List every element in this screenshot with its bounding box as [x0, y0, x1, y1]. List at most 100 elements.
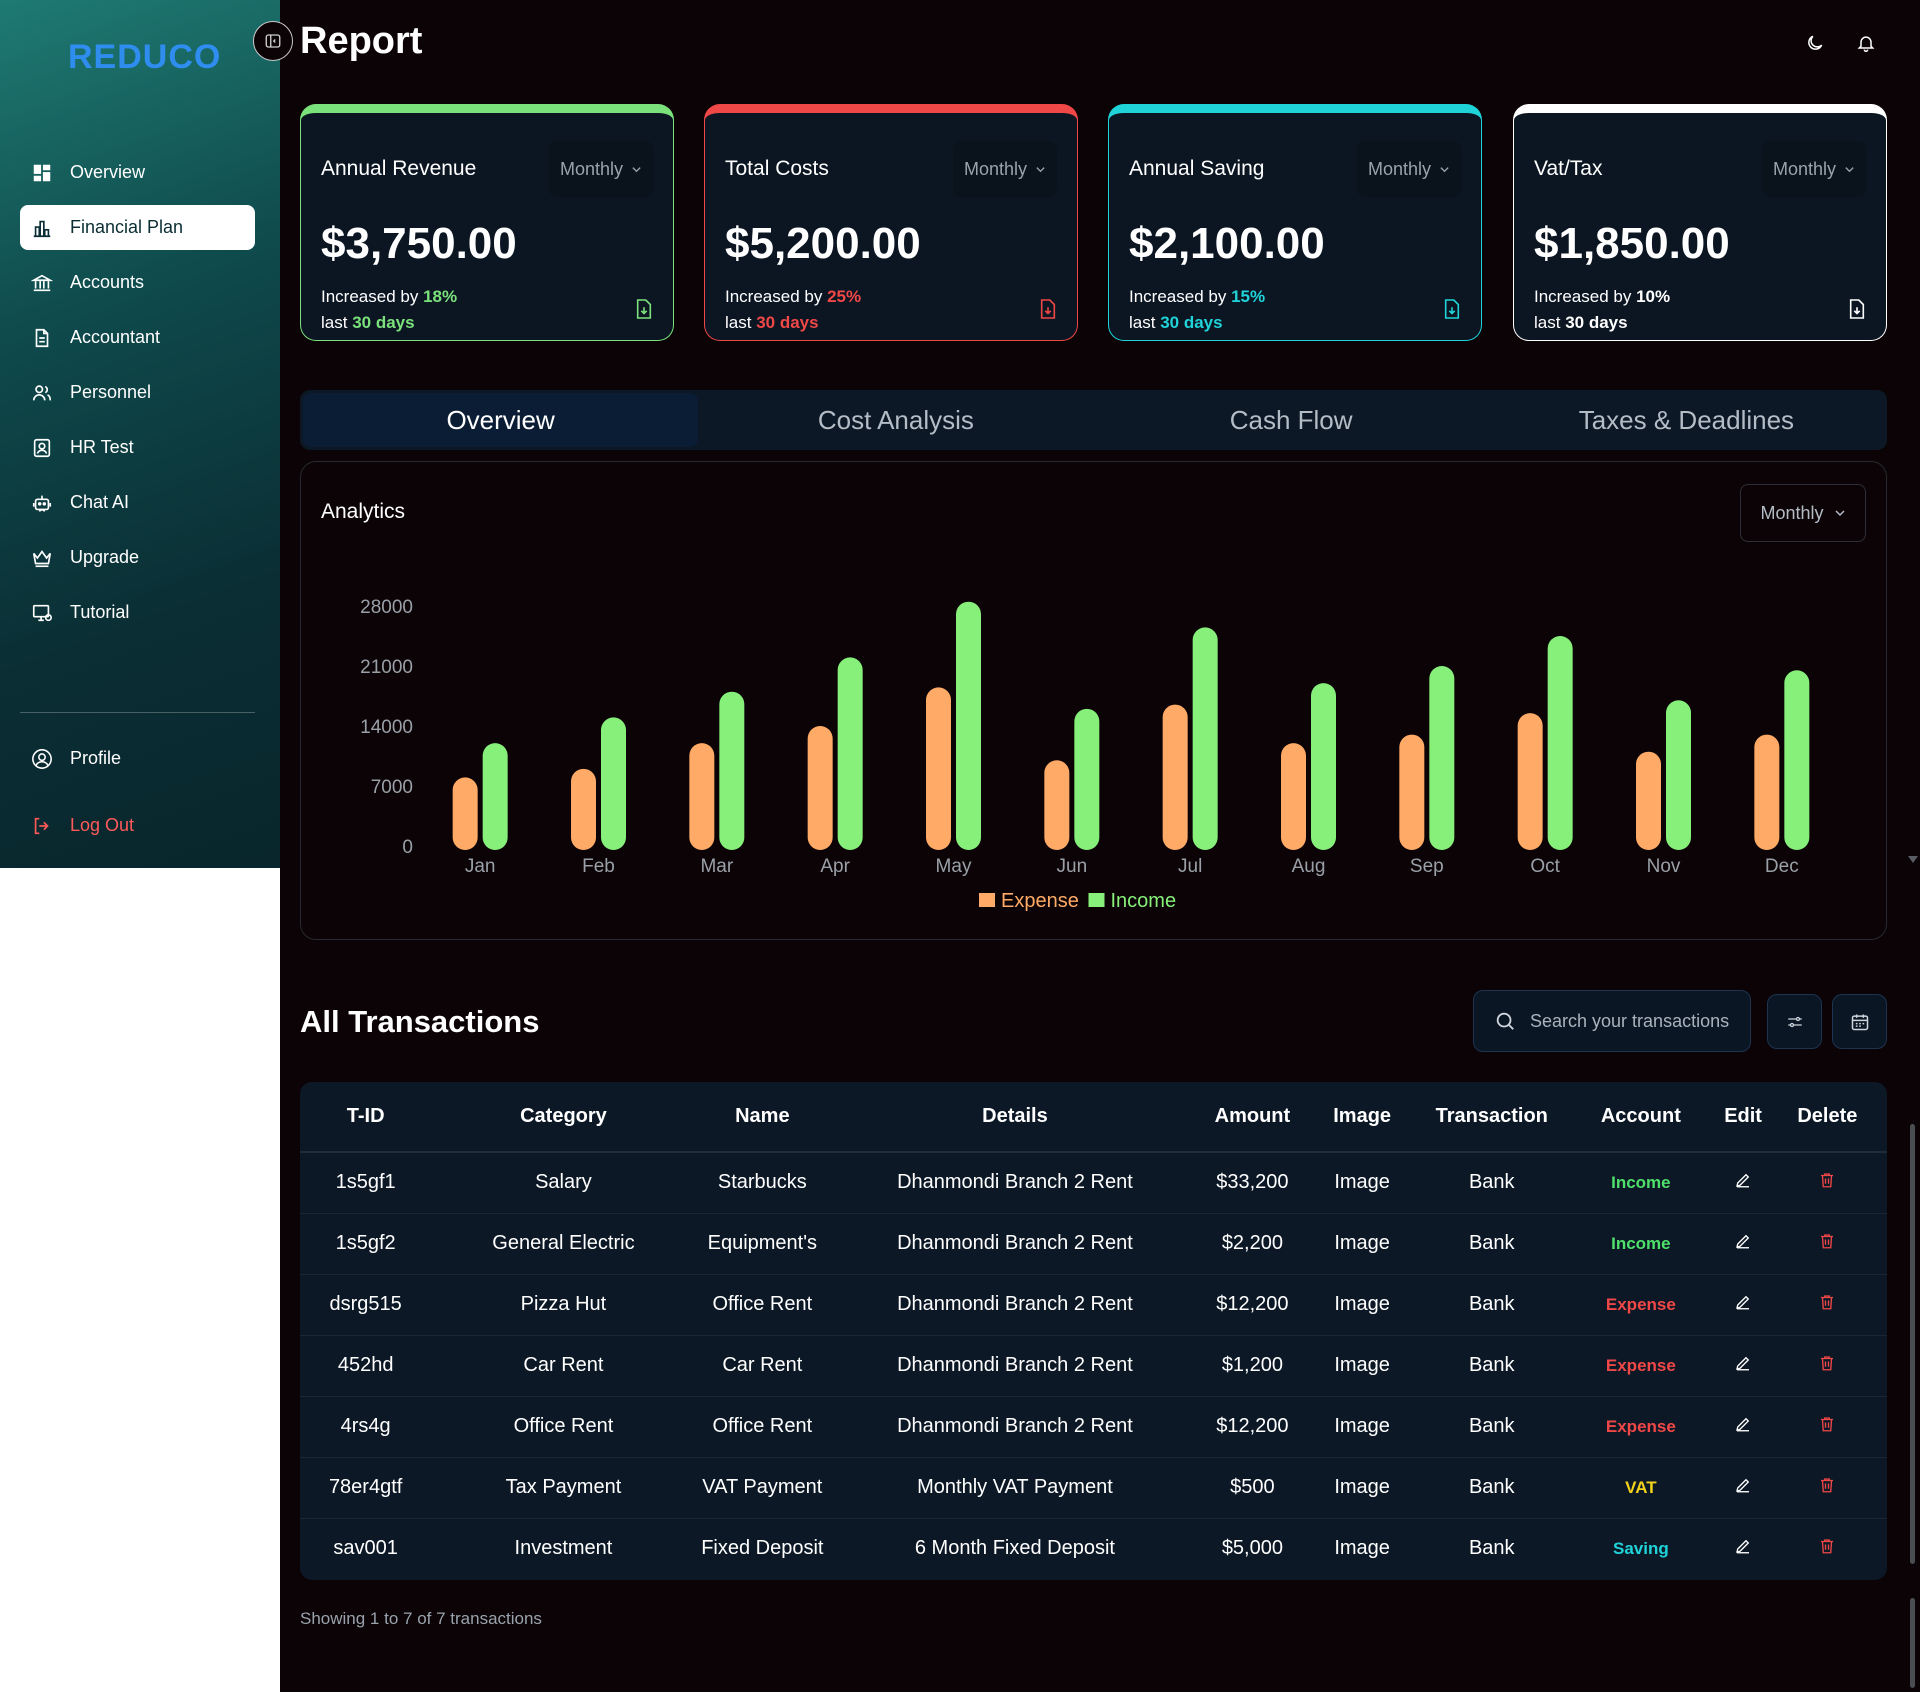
edit-button[interactable] — [1734, 1476, 1752, 1494]
sidebar-item-tutorial[interactable]: Tutorial — [20, 590, 255, 635]
brand-logo[interactable]: REDUCO — [68, 38, 222, 76]
bar-income-jan[interactable] — [482, 743, 508, 850]
download-report-button[interactable] — [1848, 299, 1868, 321]
cell-image[interactable]: Image — [1304, 1274, 1421, 1336]
edit-button[interactable] — [1734, 1354, 1752, 1372]
scrollbar-thumb-lower[interactable] — [1910, 1598, 1915, 1688]
bar-expense-may[interactable] — [926, 687, 951, 850]
cell-image[interactable]: Image — [1334, 1537, 1390, 1560]
legend-label-expense[interactable]: Expense — [1001, 890, 1079, 912]
bar-expense-jul[interactable] — [1162, 704, 1188, 850]
bar-expense-dec[interactable] — [1754, 734, 1780, 850]
delete-button[interactable] — [1818, 1414, 1836, 1434]
edit-cell — [1718, 1518, 1767, 1579]
transaction-search[interactable] — [1473, 990, 1751, 1052]
edit-button[interactable] — [1734, 1537, 1752, 1555]
bar-income-sep[interactable] — [1429, 666, 1455, 850]
tab-cost-analysis[interactable]: Cost Analysis — [817, 404, 974, 435]
stat-card-period-select[interactable]: Monthly — [549, 141, 653, 197]
bar-expense-apr[interactable] — [807, 726, 833, 850]
notifications-button[interactable] — [1853, 30, 1879, 56]
sidebar-item-accounts[interactable]: Accounts — [20, 260, 255, 305]
edit-button[interactable] — [1734, 1293, 1752, 1311]
cell-transaction: Bank — [1420, 1152, 1564, 1214]
bar-expense-nov[interactable] — [1636, 751, 1661, 850]
column-header[interactable]: Account — [1563, 1082, 1719, 1153]
cell-amount: $5,000 — [1221, 1537, 1283, 1560]
cell-tid: 1s5gf2 — [300, 1213, 432, 1275]
cell-tid: 1s5gf1 — [300, 1152, 432, 1214]
delete-button[interactable] — [1818, 1170, 1836, 1190]
column-header[interactable]: Edit — [1718, 1082, 1768, 1153]
cell-image[interactable]: Image — [1304, 1396, 1421, 1458]
bar-income-jul[interactable] — [1192, 627, 1218, 850]
bar-expense-jan[interactable] — [452, 777, 478, 850]
delete-button[interactable] — [1818, 1231, 1836, 1251]
legend-label-income[interactable]: Income — [1111, 890, 1177, 912]
bar-expense-oct[interactable] — [1517, 713, 1543, 850]
bar-expense-jun[interactable] — [1044, 760, 1070, 850]
column-header[interactable]: Details — [829, 1082, 1201, 1153]
edit-button[interactable] — [1734, 1415, 1752, 1433]
sidebar-collapse-button[interactable] — [253, 21, 293, 61]
bar-expense-feb[interactable] — [571, 768, 596, 850]
bar-income-aug[interactable] — [1311, 683, 1336, 850]
stat-card-period-select[interactable]: Monthly — [1357, 141, 1461, 197]
tab-cash-flow[interactable]: Cash Flow — [1229, 404, 1353, 435]
sidebar-item-logout[interactable]: Log Out — [20, 803, 255, 848]
bar-income-oct[interactable] — [1547, 636, 1573, 850]
delete-button[interactable] — [1818, 1353, 1836, 1373]
bar-income-nov[interactable] — [1666, 700, 1691, 850]
bar-income-feb[interactable] — [601, 717, 626, 850]
column-header[interactable]: Category — [431, 1082, 696, 1153]
delete-button[interactable] — [1818, 1536, 1836, 1556]
sidebar-item-profile[interactable]: Profile — [20, 736, 255, 781]
sliders-icon — [1787, 1016, 1802, 1027]
bar-income-jun[interactable] — [1074, 708, 1100, 850]
bar-expense-sep[interactable] — [1399, 734, 1425, 850]
search-input[interactable] — [1530, 1010, 1740, 1032]
sidebar-item-upgrade[interactable]: Upgrade — [20, 535, 255, 580]
column-header[interactable]: Amount — [1200, 1082, 1305, 1153]
bar-income-dec[interactable] — [1784, 670, 1810, 850]
bar-income-mar[interactable] — [719, 691, 745, 850]
scrollbar-down-arrow[interactable] — [1908, 856, 1918, 863]
download-report-button[interactable] — [635, 299, 655, 321]
stat-card-change-pct: 25% — [827, 287, 862, 306]
cell-image[interactable]: Image — [1304, 1213, 1421, 1275]
bar-expense-aug[interactable] — [1281, 743, 1306, 850]
column-header[interactable]: Delete — [1767, 1082, 1887, 1153]
column-header[interactable]: T-ID — [300, 1082, 432, 1153]
tab-taxes-deadlines[interactable]: Taxes & Deadlines — [1578, 404, 1795, 435]
bar-income-apr[interactable] — [837, 657, 863, 850]
tab-overview[interactable]: Overview — [303, 393, 699, 447]
bar-expense-mar[interactable] — [689, 743, 715, 850]
cell-image[interactable]: Image — [1304, 1152, 1421, 1214]
sidebar-item-personnel[interactable]: Personnel — [20, 370, 255, 415]
sidebar-item-overview[interactable]: Overview — [20, 150, 255, 195]
filter-button[interactable] — [1767, 994, 1822, 1049]
scrollbar-thumb[interactable] — [1910, 1124, 1915, 1564]
delete-button[interactable] — [1818, 1292, 1836, 1312]
date-filter-button[interactable] — [1832, 994, 1887, 1049]
column-header[interactable]: Name — [695, 1082, 830, 1153]
column-header[interactable]: Transaction — [1420, 1082, 1564, 1153]
edit-button[interactable] — [1734, 1171, 1752, 1189]
sidebar-item-hr-test[interactable]: HR Test — [20, 425, 255, 470]
bar-income-may[interactable] — [956, 601, 981, 850]
stat-card-period-select[interactable]: Monthly — [953, 141, 1057, 197]
cell-image[interactable]: Image — [1304, 1457, 1421, 1519]
stat-card-period-select[interactable]: Monthly — [1762, 141, 1866, 197]
sidebar-item-financial-plan[interactable]: Financial Plan — [20, 205, 255, 250]
stat-card-period-value: Monthly — [963, 158, 1028, 179]
sidebar-item-chat-ai[interactable]: Chat AI — [20, 480, 255, 525]
cell-image[interactable]: Image — [1304, 1335, 1421, 1397]
edit-button[interactable] — [1734, 1232, 1752, 1250]
theme-toggle-button[interactable] — [1802, 30, 1828, 56]
column-header[interactable]: Image — [1304, 1082, 1421, 1153]
download-report-button[interactable] — [1039, 299, 1059, 321]
delete-button[interactable] — [1818, 1475, 1836, 1495]
analytics-period-select[interactable]: Monthly — [1740, 484, 1866, 542]
download-report-button[interactable] — [1443, 299, 1463, 321]
sidebar-item-accountant[interactable]: Accountant — [20, 315, 255, 360]
